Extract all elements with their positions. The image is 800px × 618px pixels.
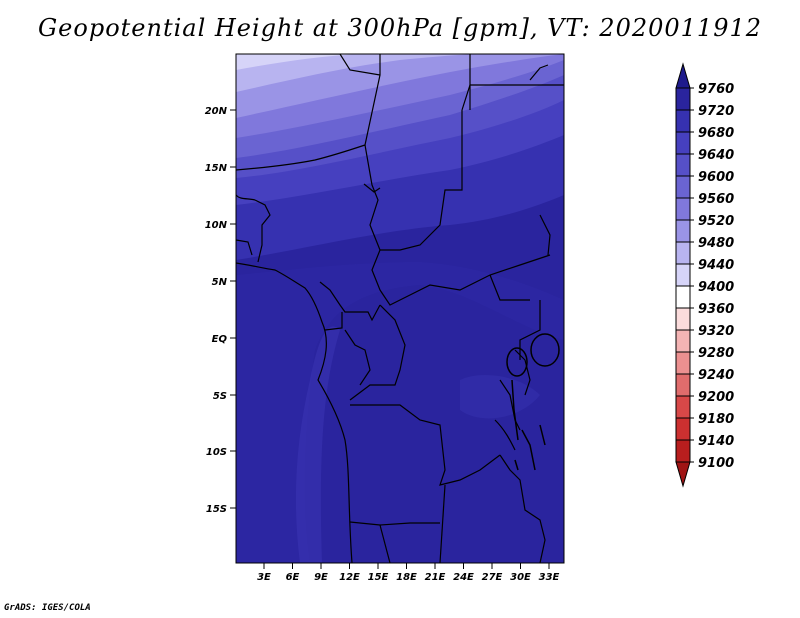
lat-label: 10S	[206, 447, 227, 458]
colorbar-label: 9180	[698, 412, 734, 427]
colorbar-segment	[675, 307, 691, 331]
lat-label: 15N	[205, 163, 228, 174]
colorbar-segment	[675, 131, 691, 155]
colorbar-segment	[675, 329, 691, 353]
colorbar-segment	[675, 197, 691, 221]
colorbar-label: 9400	[698, 280, 734, 295]
colorbar-label: 9280	[698, 346, 734, 361]
colorbar-label: 9720	[698, 104, 734, 119]
colorbar-segment	[675, 351, 691, 375]
colorbar-label: 9200	[698, 390, 734, 405]
lat-label: 10N	[205, 220, 228, 231]
colorbar-label: 9140	[698, 434, 734, 449]
colorbar-segment	[675, 395, 691, 419]
central-lobe	[460, 375, 540, 419]
lat-label: 15S	[206, 504, 227, 515]
colorbar-label: 9680	[698, 126, 734, 141]
colorbar-segment	[675, 285, 691, 309]
lat-label: 5S	[213, 391, 227, 402]
colorbar-label: 9640	[698, 148, 734, 163]
lat-label: EQ	[212, 334, 228, 345]
colorbar-label: 9480	[698, 236, 734, 251]
colorbar-label: 9520	[698, 214, 734, 229]
country-borders	[236, 54, 564, 563]
height-field	[236, 54, 564, 563]
colorbar-segment	[675, 109, 691, 133]
colorbar-segment	[675, 241, 691, 265]
colorbar-segment	[675, 153, 691, 177]
latitude-axis: 20N 15N 10N 5N EQ 5S 10S 15S	[205, 106, 236, 515]
map-frame	[235, 53, 565, 564]
lon-label: 21E	[425, 572, 446, 583]
colorbar-segment	[675, 263, 691, 287]
contour-fill-9400	[236, 54, 360, 70]
colorbar-segment	[675, 417, 691, 441]
map-title: Geopotential Height at 300hPa [gpm], VT:…	[38, 14, 762, 42]
colorbar-segment	[675, 87, 691, 111]
lon-label: 12E	[339, 572, 360, 583]
contour-fill-9720	[236, 262, 564, 563]
lon-label: 6E	[286, 572, 300, 583]
colorbar-segment	[675, 373, 691, 397]
lon-label: 3E	[257, 572, 271, 583]
contour-fill-9440	[236, 54, 480, 92]
colorbar-label: 9240	[698, 368, 734, 383]
colorbar-top-arrow	[675, 62, 691, 89]
lon-label: 33E	[539, 572, 560, 583]
colorbar-label: 9600	[698, 170, 734, 185]
lon-label: 27E	[482, 572, 503, 583]
colorbar-segment	[675, 219, 691, 243]
grads-credit: GrADS: IGES/COLA	[4, 603, 91, 613]
western-lobe	[295, 326, 340, 563]
colorbar-label: 9100	[698, 456, 734, 471]
lon-label: 30E	[510, 572, 531, 583]
lon-label: 15E	[368, 572, 389, 583]
lon-label: 24E	[453, 572, 474, 583]
lat-label: 5N	[212, 277, 228, 288]
colorbar-label: 9560	[698, 192, 734, 207]
colorbar-bottom-arrow	[675, 461, 691, 488]
colorbar-label: 9360	[698, 302, 734, 317]
colorbar-segment	[675, 175, 691, 199]
colorbar-label: 9320	[698, 324, 734, 339]
lon-label: 9E	[314, 572, 328, 583]
lakes	[506, 333, 560, 471]
longitude-axis: 3E 6E 9E 12E 15E 18E 21E 24E 27E 30E 33E	[257, 563, 560, 583]
colorbar-label: 9440	[698, 258, 734, 273]
lat-label: 20N	[205, 106, 228, 117]
colorbar-segment	[675, 439, 691, 463]
lon-label: 18E	[396, 572, 417, 583]
colorbar: 9760 9720 9680 9640 9600 9560 9520 9480 9440 9400…	[675, 62, 734, 488]
colorbar-label: 9760	[698, 82, 734, 97]
